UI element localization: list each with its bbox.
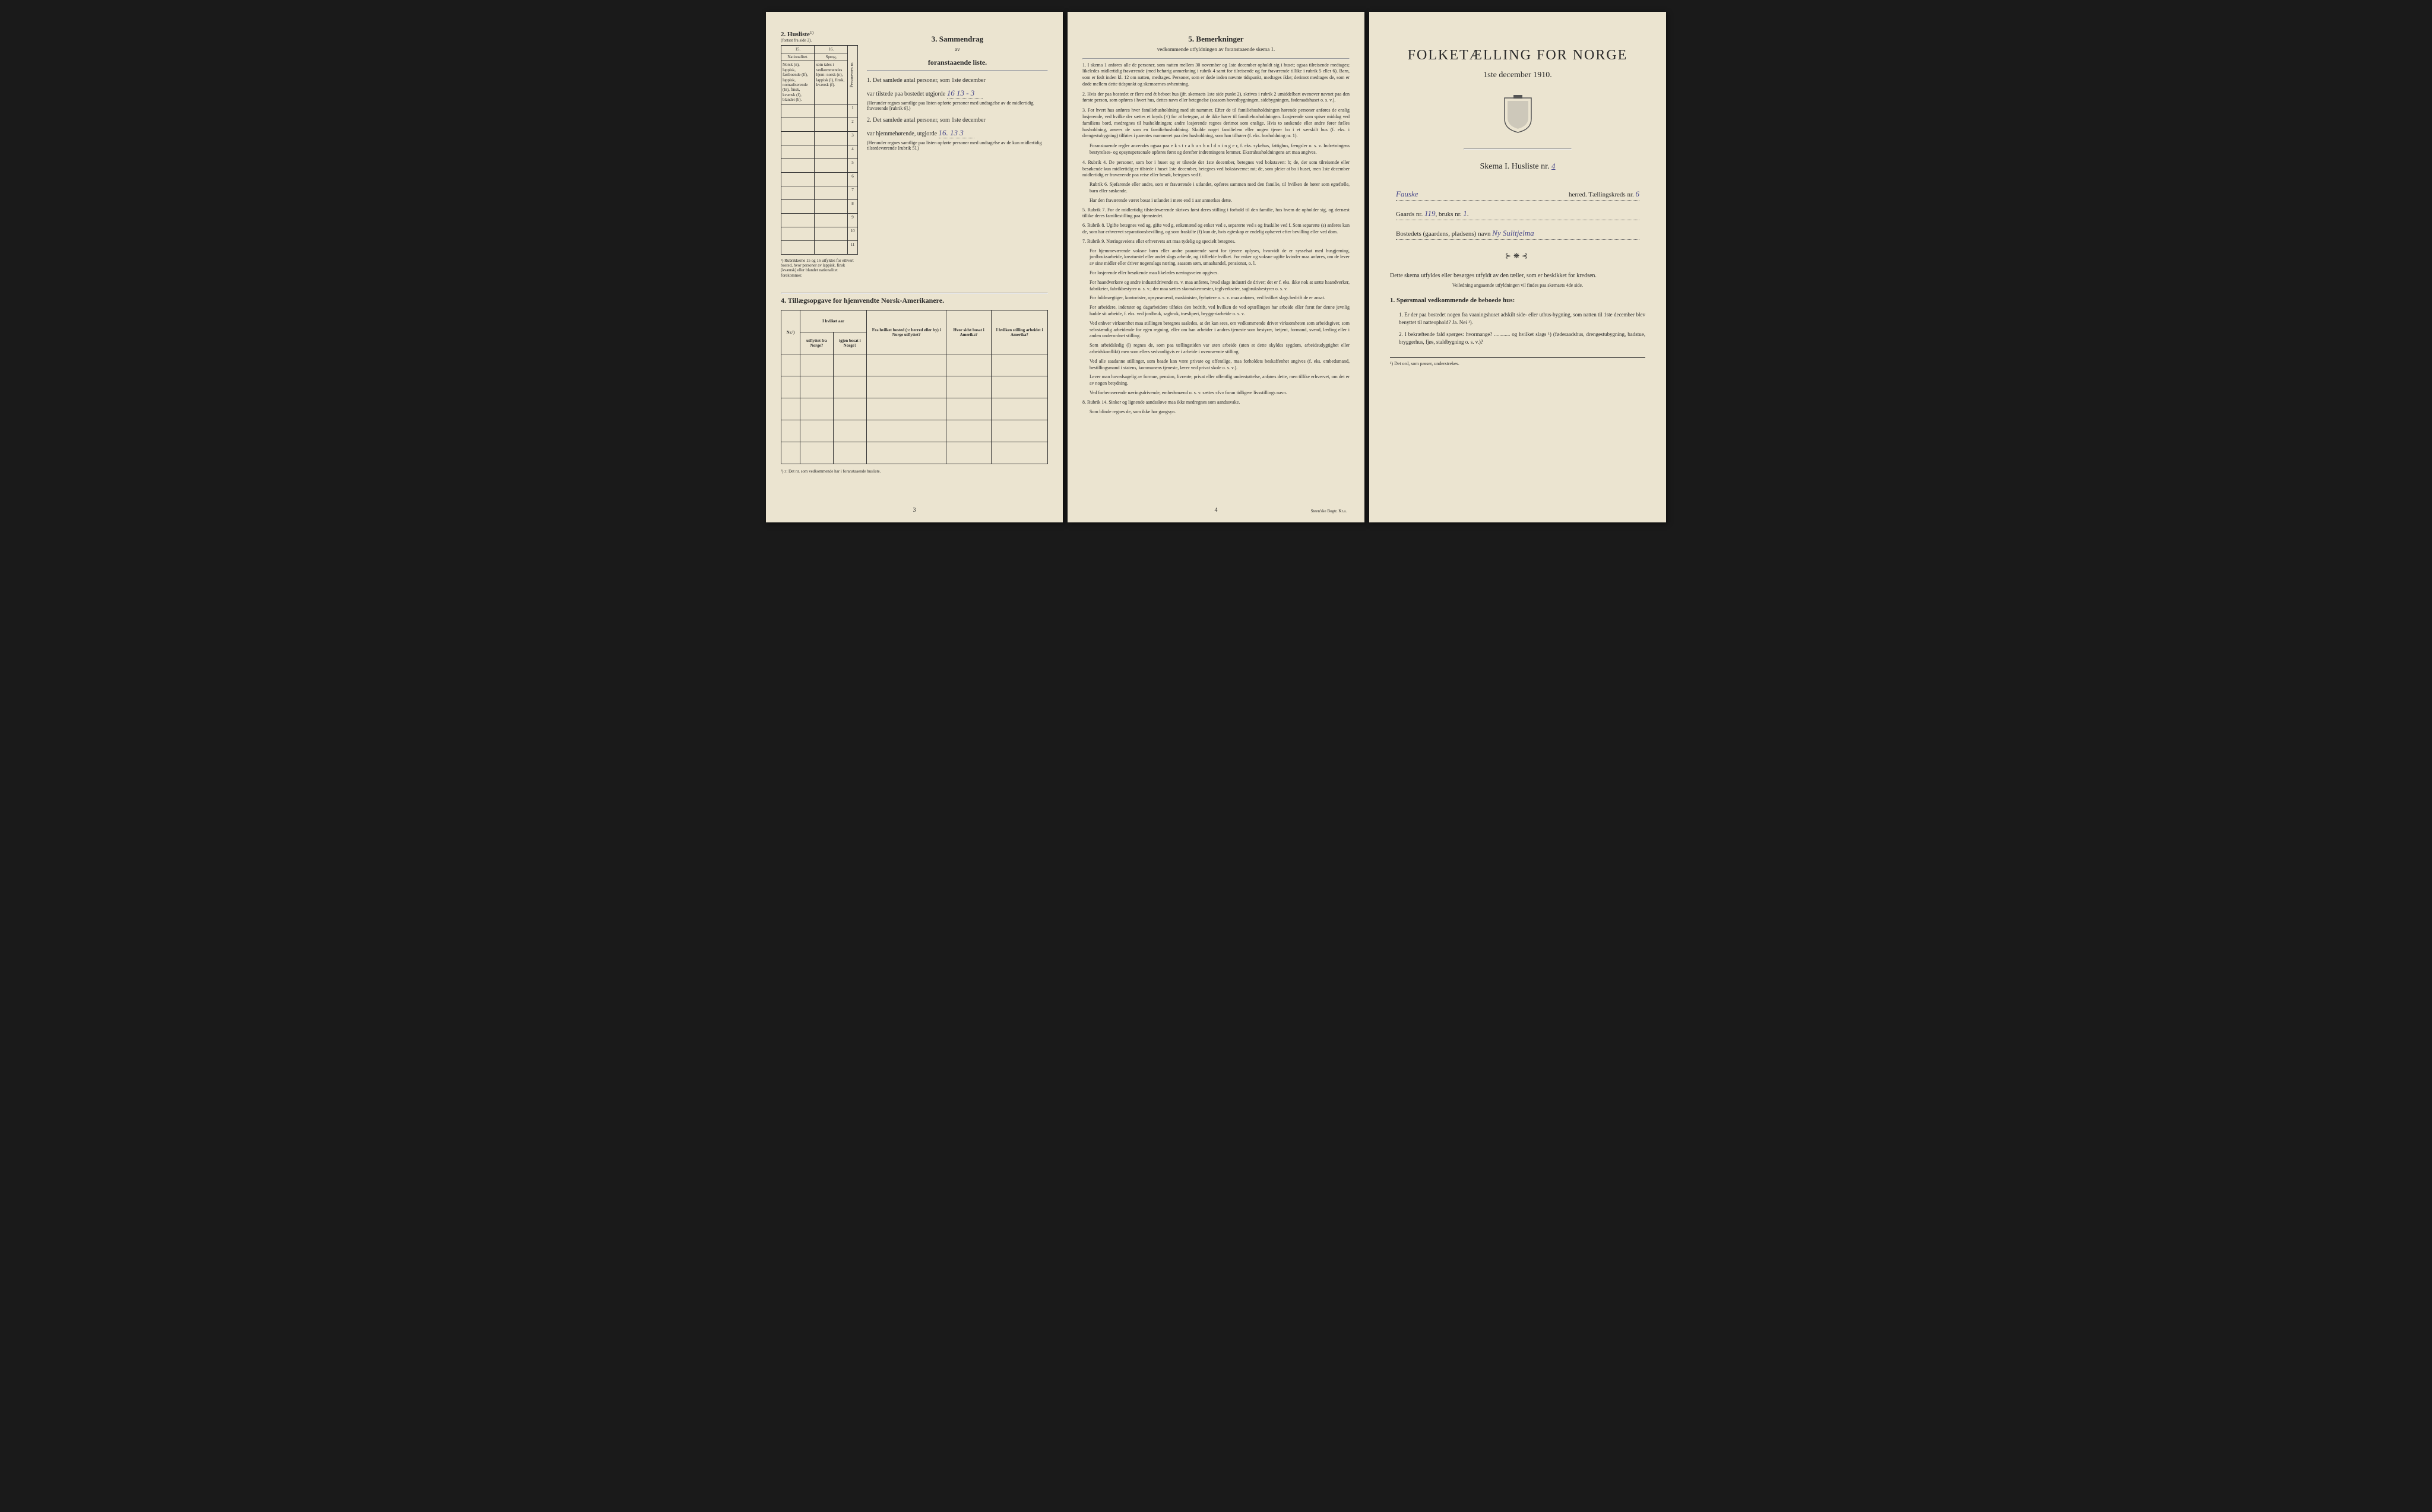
tillaeg-table: Nr.²) I hvilket aar Fra hvilket bosted (… bbox=[781, 310, 1048, 464]
printer-mark: Steen'ske Bogtr. Kr.a. bbox=[1310, 509, 1347, 513]
rubrik-14b: Som blinde regnes de, som ikke har gangs… bbox=[1090, 409, 1350, 416]
sporsmaal-2: 2. I bekræftende fald spørges: hvormange… bbox=[1399, 331, 1645, 345]
bruks-value: 1 bbox=[1463, 209, 1467, 218]
sporsmaal-title: 1. Spørsmaal vedkommende de beboede hus: bbox=[1390, 297, 1645, 304]
husliste-nr-value: 4 bbox=[1551, 161, 1556, 170]
nat-text: Norsk (n), lappisk, fastboende (lf), lap… bbox=[781, 61, 815, 104]
rubrik-9-4: For arbeidere, inderster og dagarbeidere… bbox=[1090, 305, 1350, 318]
col-15: 15. bbox=[781, 46, 815, 53]
instructions-block: Dette skema utfyldes eller besørges utfy… bbox=[1384, 272, 1651, 366]
page-center: 5. Bemerkninger vedkommende utfyldningen… bbox=[1068, 12, 1364, 522]
page-number-3: 3 bbox=[766, 507, 1063, 513]
tillaeg-section: 4. Tillægsopgave for hjemvendte Norsk-Am… bbox=[781, 290, 1048, 474]
rubrik-9-6: Som arbeidsledig (l) regnes de, som paa … bbox=[1090, 343, 1350, 356]
instr-sub: Veiledning angaaende utfyldningen vil fi… bbox=[1390, 283, 1645, 288]
rubrik-9-0: For hjemmeværende voksne børn eller andr… bbox=[1090, 248, 1350, 267]
col-16: 16. bbox=[815, 46, 848, 53]
rubrik-7: 5. Rubrik 7. For de midlertidig tilstede… bbox=[1082, 207, 1350, 220]
sammendrag-column: 3. Sammendrag av foranstaaende liste. 1.… bbox=[867, 30, 1048, 278]
col-bosted: Fra hvilket bosted (ɔ: herred eller by) … bbox=[867, 310, 946, 354]
col-utflyttet: utflyttet fra Norge? bbox=[800, 332, 834, 354]
main-title: FOLKETÆLLING FOR NORGE bbox=[1384, 47, 1651, 64]
rubrik-9-2: For haandverkere og andre industridriven… bbox=[1090, 280, 1350, 293]
nat-header: Nationalitet. bbox=[781, 53, 815, 61]
table-row bbox=[781, 376, 1048, 398]
form-fields: Fauske herred. Tællingskreds nr. 6 Gaard… bbox=[1384, 189, 1651, 240]
sprog-header: Sprog, bbox=[815, 53, 848, 61]
bosted-value: Ny Sulitjelma bbox=[1492, 229, 1534, 237]
sporsmaal-1: 1. Er der paa bostedet nogen fra vaaning… bbox=[1399, 311, 1645, 326]
herred-line: Fauske herred. Tællingskreds nr. 6 bbox=[1396, 189, 1639, 201]
pers-nr-header: Personernes nr. bbox=[848, 46, 858, 104]
bottom-footnote: ¹) Det ord, som passer, understrekes. bbox=[1390, 357, 1645, 366]
bemerk-3: 3. For hvert hus anføres hver familiehus… bbox=[1082, 107, 1350, 140]
rubrik-9-5: Ved enhver virksomhet maa stillingen bet… bbox=[1090, 321, 1350, 340]
sammendrag-item1: 1. Det samlede antal personer, som 1ste … bbox=[867, 77, 1048, 111]
emblem-svg bbox=[1502, 95, 1534, 134]
page-right: FOLKETÆLLING FOR NORGE 1ste december 191… bbox=[1369, 12, 1666, 522]
page-left: 2. Husliste1) (fortsat fra side 2). 15. … bbox=[766, 12, 1063, 522]
ornament-divider: ⊱❋⊰ bbox=[1384, 252, 1651, 261]
tilstede-value: 16 13 - 3 bbox=[947, 88, 983, 99]
main-date: 1ste december 1910. bbox=[1384, 71, 1651, 80]
rubrik-9-3: For fuldmægtiger, kontorister, opsynsmæn… bbox=[1090, 295, 1350, 302]
hjemme-value: 16. 13 3 bbox=[939, 128, 974, 138]
divider bbox=[867, 70, 1048, 71]
bemerk-list: 1. I skema 1 anføres alle de personer, s… bbox=[1082, 62, 1350, 416]
item1-note: (Herunder regnes samtlige paa listen opf… bbox=[867, 100, 1048, 111]
instr-main: Dette skema utfyldes eller besørges utfy… bbox=[1390, 272, 1645, 279]
rubrik-4: 4. Rubrik 4. De personer, som bor i huse… bbox=[1082, 160, 1350, 179]
item2-note: (Herunder regnes samtlige paa listen opf… bbox=[867, 140, 1048, 151]
sammendrag-item2: 2. Det samlede antal personer, som 1ste … bbox=[867, 117, 1048, 151]
rubrik-14: 8. Rubrik 14. Sinker og lignende aandssl… bbox=[1082, 400, 1350, 406]
table-row bbox=[781, 420, 1048, 442]
col-nr: Nr.²) bbox=[781, 310, 800, 354]
bemerk-2: 2. Hvis der paa bostedet er flere end ét… bbox=[1082, 91, 1350, 104]
rubrik-6b: Har den fraværende været bosat i utlande… bbox=[1090, 198, 1350, 204]
rubrik-9-1: For losjerende eller besøkende maa likel… bbox=[1090, 270, 1350, 277]
bemerk-subtitle: vedkommende utfyldningen av foranstaaend… bbox=[1082, 46, 1350, 52]
col-stilling: I hvilken stilling arbeidet i Amerika? bbox=[991, 310, 1047, 354]
col-igjen: igjen bosat i Norge? bbox=[833, 332, 866, 354]
tillaeg-footnote: ²) ɔ: Det nr. som vedkommende har i fora… bbox=[781, 469, 1048, 474]
rubrik-9: 7. Rubrik 9. Næringsveiens eller erhverv… bbox=[1082, 239, 1350, 245]
tillaeg-title: 4. Tillægsopgave for hjemvendte Norsk-Am… bbox=[781, 296, 1048, 305]
sprog-text: som tales i vedkommendes hjem: norsk (n)… bbox=[815, 61, 848, 104]
husliste-column: 2. Husliste1) (fortsat fra side 2). 15. … bbox=[781, 30, 858, 278]
kreds-value: 6 bbox=[1636, 189, 1640, 198]
top-section: 2. Husliste1) (fortsat fra side 2). 15. … bbox=[781, 30, 1048, 278]
bemerk-1: 1. I skema 1 anføres alle de personer, s… bbox=[1082, 62, 1350, 88]
gaards-value: 119 bbox=[1424, 209, 1436, 218]
rubrik-6: Rubrik 6. Sjøfarende eller andre, som er… bbox=[1090, 182, 1350, 195]
rubrik-9-7: Ved alle saadanne stillinger, som baade … bbox=[1090, 359, 1350, 372]
rubrik-9-9: Ved forhenværende næringsdrivende, embed… bbox=[1090, 390, 1350, 397]
rubrik-9-8: Lever man hovedsagelig av formue, pensio… bbox=[1090, 374, 1350, 387]
bemerk-3b: Foranstaaende regler anvendes ogsaa paa … bbox=[1090, 143, 1350, 156]
table-row bbox=[781, 398, 1048, 420]
herred-value: Fauske bbox=[1396, 189, 1418, 198]
sammendrag-subtitle: foranstaaende liste. bbox=[867, 58, 1048, 67]
col-aar: I hvilket aar bbox=[800, 310, 867, 332]
skema-line: Skema I. Husliste nr. 4 bbox=[1384, 161, 1651, 172]
husliste-cont: (fortsat fra side 2). bbox=[781, 38, 858, 43]
nationality-table: 15. 16. Personernes nr. Nationalitet. Sp… bbox=[781, 45, 858, 254]
bemerk-title: 5. Bemerkninger bbox=[1082, 34, 1350, 44]
sammendrag-title: 3. Sammendrag bbox=[867, 34, 1048, 44]
husliste-footnote: ¹) Rubrikkerne 15 og 16 utfyldes for eth… bbox=[781, 258, 858, 278]
col-amerika: Hvor sidst bosat i Amerika? bbox=[946, 310, 992, 354]
gaards-line: Gaards nr. 119, bruks nr. 1. bbox=[1396, 209, 1639, 220]
sammendrag-av: av bbox=[867, 46, 1048, 52]
table-row bbox=[781, 354, 1048, 376]
husliste-title: 2. Husliste1) bbox=[781, 30, 858, 38]
rubrik-8: 6. Rubrik 8. Ugifte betegnes ved ug, gif… bbox=[1082, 223, 1350, 236]
bosted-line: Bostedets (gaardens, pladsens) navn Ny S… bbox=[1396, 229, 1639, 240]
coat-of-arms-icon bbox=[1502, 95, 1534, 134]
table-row bbox=[781, 442, 1048, 464]
